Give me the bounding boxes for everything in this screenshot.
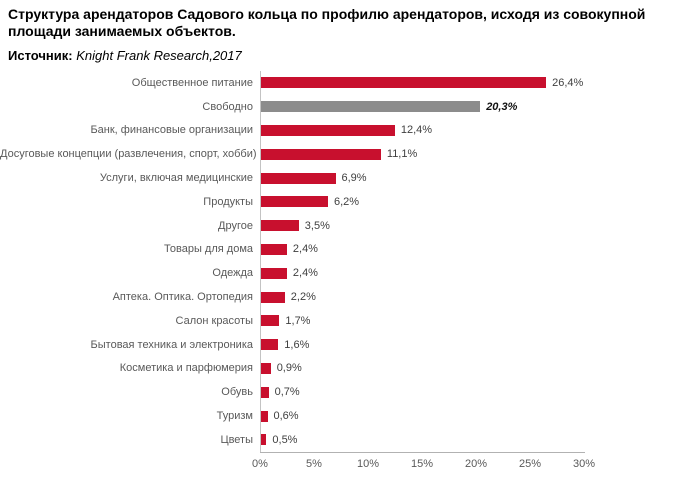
- category-label: Продукты: [203, 195, 253, 208]
- value-label: 20,3%: [486, 100, 518, 113]
- value-label: 12,4%: [400, 124, 433, 137]
- chart-row: Общественное питание 26,4%: [0, 71, 700, 95]
- bar-track: 3,5%: [260, 213, 691, 238]
- bar: [261, 172, 336, 184]
- x-axis-tick-label: 30%: [572, 457, 596, 470]
- bar-track: 0,6%: [260, 404, 691, 428]
- bar: [261, 434, 267, 446]
- value-label: 0,9%: [276, 362, 302, 375]
- value-label: 2,2%: [290, 291, 316, 304]
- category-label: Досуговые концепции (развлечения, спорт,…: [0, 148, 257, 161]
- value-label: 26,4%: [552, 76, 584, 89]
- value-label: 6,9%: [341, 172, 367, 185]
- value-label: 2,4%: [292, 243, 318, 256]
- x-axis-tick-label: 20%: [464, 457, 488, 470]
- chart-row: Досуговые концепции (развлечения, спорт,…: [0, 142, 700, 167]
- bar: [261, 339, 279, 351]
- category-label: Другое: [218, 219, 253, 232]
- bar: [261, 267, 287, 279]
- x-axis-tick-label: 25%: [518, 457, 542, 470]
- value-label: 0,7%: [274, 386, 300, 399]
- value-label: 3,5%: [304, 219, 330, 232]
- bar: [261, 315, 280, 327]
- x-axis-tick-label: 10%: [356, 457, 380, 470]
- category-label: Цветы: [220, 433, 253, 446]
- category-label: Общественное питание: [131, 76, 253, 89]
- chart-row: Цветы 0,5%: [0, 427, 700, 452]
- value-label: 0,6%: [273, 410, 299, 423]
- bar: [261, 124, 395, 136]
- source-value: Knight Frank Research,2017: [76, 48, 242, 63]
- category-label: Косметика и парфюмерия: [119, 362, 253, 375]
- category-label: Одежда: [212, 267, 253, 280]
- source-label: Источник:: [8, 48, 73, 63]
- bar: [261, 362, 271, 374]
- bar-track: 6,9%: [260, 166, 691, 190]
- bar-track: 26,4%: [260, 71, 691, 95]
- bar-track: 0,9%: [260, 356, 691, 381]
- chart-row: Туризм 0,6%: [0, 404, 700, 428]
- chart-rows: Общественное питание 26,4% Свободно 20,3% Ба…: [0, 71, 700, 452]
- chart-row: Свободно 20,3%: [0, 94, 700, 119]
- chart-row: Банк, финансовые организации 12,4%: [0, 118, 700, 143]
- category-label: Услуги, включая медицинские: [99, 172, 253, 185]
- chart-row: Одежда 2,4%: [0, 261, 700, 286]
- chart-row: Салон красоты 1,7%: [0, 308, 700, 333]
- value-label: 1,6%: [284, 338, 310, 351]
- bar-track: 1,7%: [260, 308, 691, 333]
- category-label: Банк, финансовые организации: [90, 124, 253, 137]
- bar-track: 2,2%: [260, 285, 691, 309]
- x-axis-line: [260, 451, 585, 453]
- x-axis-tick-label: 5%: [306, 457, 322, 470]
- x-axis-ticks: 0% 5% 10% 15% 20% 25% 30%: [252, 457, 600, 474]
- category-label: Обувь: [221, 386, 253, 399]
- category-label: Свободно: [202, 100, 253, 113]
- chart-row: Товары для дома 2,4%: [0, 237, 700, 262]
- bar-track: 20,3%: [260, 94, 691, 119]
- x-axis-tick-label: 15%: [410, 457, 434, 470]
- chart-row: Продукты 6,2%: [0, 189, 700, 214]
- category-label: Туризм: [216, 410, 253, 423]
- bar-track: 2,4%: [260, 261, 691, 286]
- bar: [261, 243, 287, 255]
- value-label: 11,1%: [386, 148, 418, 161]
- chart-row: Обувь 0,7%: [0, 380, 700, 405]
- category-label: Бытовая техника и электроника: [90, 338, 253, 351]
- bar: [261, 196, 328, 208]
- bar: [261, 77, 547, 89]
- bar: [261, 291, 285, 303]
- category-label: Аптека. Оптика. Ортопедия: [112, 291, 253, 304]
- bar-track: 0,5%: [260, 427, 691, 452]
- bar-track: 12,4%: [260, 118, 691, 143]
- category-label: Салон красоты: [175, 314, 253, 327]
- bar: [261, 410, 268, 422]
- page-title: Структура арендаторов Садового кольца по…: [8, 6, 646, 39]
- value-label: 6,2%: [334, 195, 360, 208]
- x-axis-tick-label: 0%: [252, 457, 268, 470]
- value-label: 1,7%: [285, 314, 311, 327]
- chart-row: Косметика и парфюмерия 0,9%: [0, 356, 700, 381]
- bar-track: 2,4%: [260, 237, 691, 262]
- source-line: Источник: Knight Frank Research,2017: [8, 48, 242, 63]
- bar-track: 0,7%: [260, 380, 691, 405]
- bar-free: [261, 101, 481, 113]
- chart-row: Другое 3,5%: [0, 213, 700, 238]
- bar: [261, 148, 381, 160]
- bar-track: 11,1%: [260, 142, 691, 167]
- value-label: 0,5%: [272, 433, 298, 446]
- bar: [261, 220, 299, 232]
- chart-row: Услуги, включая медицинские 6,9%: [0, 166, 700, 190]
- bar: [261, 386, 269, 398]
- chart-row: Аптека. Оптика. Ортопедия 2,2%: [0, 285, 700, 309]
- bar-track: 6,2%: [260, 189, 691, 214]
- category-label: Товары для дома: [164, 243, 253, 256]
- bar-chart: Общественное питание 26,4% Свободно 20,3% Ба…: [0, 71, 700, 474]
- bar-track: 1,6%: [260, 332, 691, 357]
- chart-row: Бытовая техника и электроника 1,6%: [0, 332, 700, 357]
- value-label: 2,4%: [292, 267, 318, 280]
